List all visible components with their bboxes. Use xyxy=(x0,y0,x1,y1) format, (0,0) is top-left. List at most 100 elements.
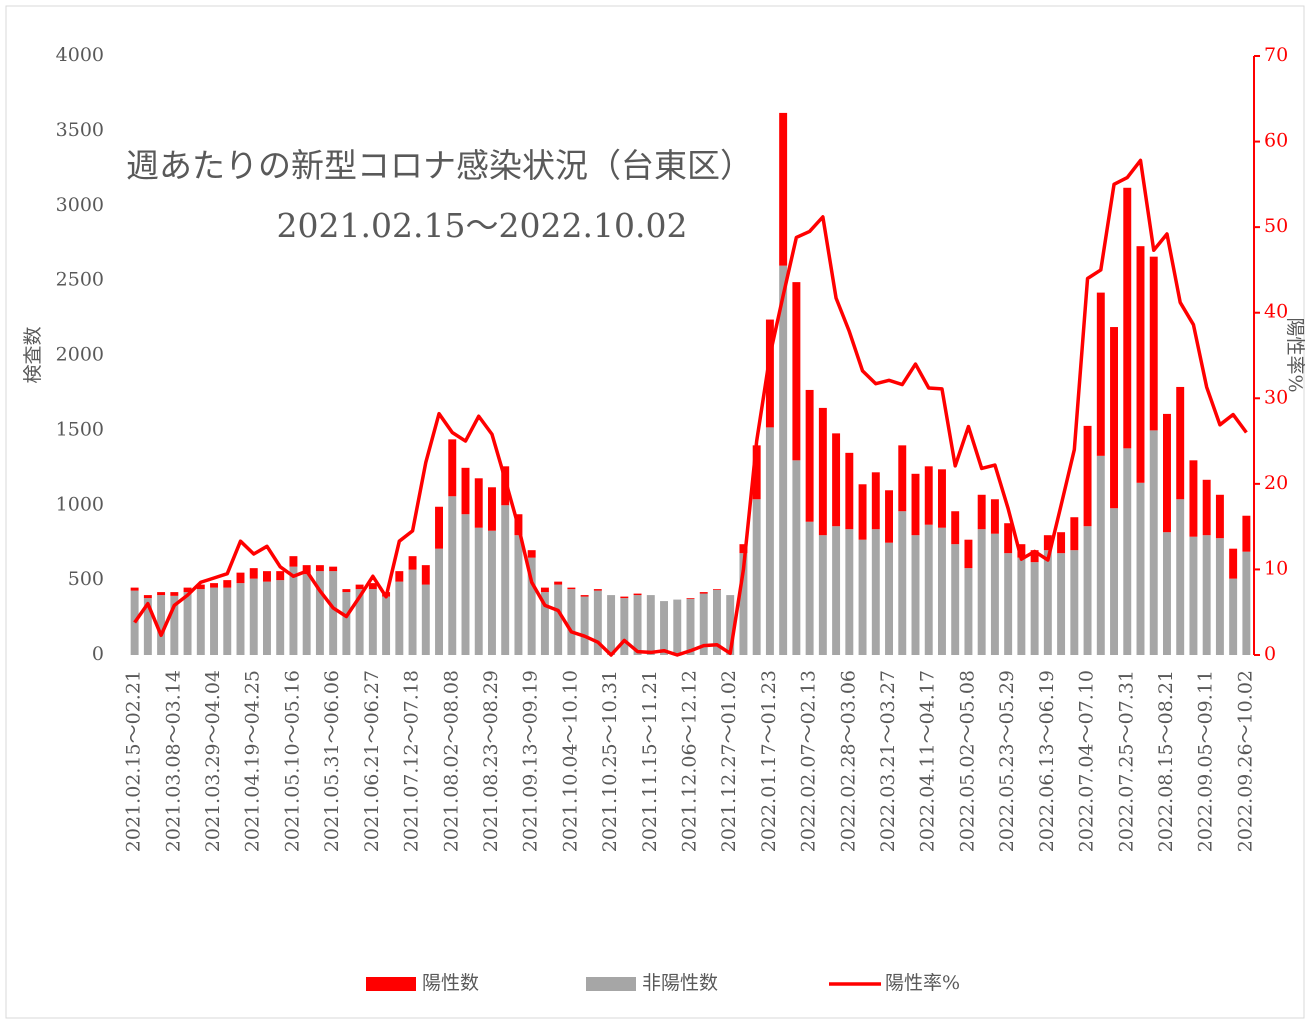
bar xyxy=(646,595,655,655)
bar xyxy=(461,514,470,655)
bar xyxy=(196,584,205,590)
bar xyxy=(964,568,973,655)
bar xyxy=(1096,455,1105,655)
bar xyxy=(474,527,483,655)
y2-axis-label: 陽性率% xyxy=(1284,317,1306,392)
legend-label: 陽性率% xyxy=(885,972,960,994)
bar xyxy=(554,584,563,655)
bar xyxy=(435,548,443,655)
bar xyxy=(342,592,351,655)
bar xyxy=(858,539,867,655)
bar xyxy=(554,581,563,585)
bar xyxy=(183,587,192,593)
bar xyxy=(898,445,907,512)
bar xyxy=(1176,386,1185,500)
bar xyxy=(1202,535,1211,655)
bar xyxy=(474,478,483,528)
y-tick-label: 3000 xyxy=(56,194,104,216)
bar xyxy=(765,427,774,655)
bar xyxy=(752,445,761,500)
bar xyxy=(1242,515,1251,552)
bar xyxy=(527,550,536,558)
y2-tick-label: 30 xyxy=(1264,386,1288,408)
bar xyxy=(540,587,549,593)
y2-tick-label: 20 xyxy=(1264,472,1288,494)
x-tick-label: 2021.03.08～03.14 xyxy=(162,670,184,852)
bar xyxy=(157,595,166,655)
bar xyxy=(1004,523,1013,554)
x-tick-label: 2021.07.12～07.18 xyxy=(401,670,423,852)
bar xyxy=(501,505,510,655)
bar xyxy=(713,589,721,590)
bar xyxy=(448,439,457,497)
bar xyxy=(540,592,549,655)
bar xyxy=(977,529,986,655)
bar xyxy=(1123,448,1132,655)
bar xyxy=(1149,430,1158,655)
bar xyxy=(739,544,748,554)
bar xyxy=(315,571,324,655)
bar xyxy=(1070,550,1079,655)
bar xyxy=(924,466,933,525)
bar xyxy=(1189,460,1198,537)
chart-title: 週あたりの新型コロナ感染状況（台東区） xyxy=(126,146,753,185)
bar xyxy=(170,595,179,655)
bar xyxy=(223,580,232,588)
legend-label: 非陽性数 xyxy=(642,972,718,994)
bar xyxy=(223,587,232,655)
y-tick-label: 3500 xyxy=(56,119,104,141)
bar xyxy=(315,565,324,572)
bar xyxy=(805,521,814,655)
bar xyxy=(249,578,258,655)
x-tick-label: 2021.12.27～01.02 xyxy=(718,670,740,852)
x-tick-label: 2022.09.05～09.11 xyxy=(1195,670,1217,852)
bar xyxy=(686,598,695,599)
bar xyxy=(752,499,761,655)
bar xyxy=(368,583,377,590)
bar xyxy=(448,496,457,655)
bar xyxy=(858,484,867,540)
x-tick-label: 2022.09.26～10.02 xyxy=(1234,670,1256,852)
bar xyxy=(660,601,668,655)
legend-swatch xyxy=(586,977,636,991)
bar xyxy=(382,596,391,655)
bar xyxy=(236,572,245,584)
bar xyxy=(832,526,841,655)
bar xyxy=(1229,548,1238,579)
bar xyxy=(1017,544,1026,558)
bar xyxy=(726,595,735,655)
bar xyxy=(765,319,774,428)
bar xyxy=(514,535,523,655)
x-tick-label: 2022.08.15～08.21 xyxy=(1155,670,1177,852)
bar xyxy=(488,487,496,531)
bar xyxy=(951,544,960,655)
bar xyxy=(713,589,721,655)
bar xyxy=(1242,551,1251,655)
bar xyxy=(302,574,311,655)
bar xyxy=(1110,508,1118,655)
bar xyxy=(130,587,139,591)
bar xyxy=(210,583,218,588)
bar xyxy=(1057,553,1066,655)
bar xyxy=(1030,550,1039,563)
bar xyxy=(263,581,271,655)
legend-swatch xyxy=(366,977,416,991)
bar xyxy=(289,566,298,655)
bar xyxy=(421,584,430,655)
legend-label: 陽性数 xyxy=(422,972,479,994)
bar xyxy=(792,282,801,461)
bar xyxy=(593,589,602,591)
bar xyxy=(488,530,496,655)
bar xyxy=(355,584,364,590)
x-tick-label: 2021.06.21～06.27 xyxy=(361,670,383,852)
bar xyxy=(990,533,999,655)
bar xyxy=(1229,578,1238,655)
bar xyxy=(1136,246,1145,483)
bar xyxy=(249,568,258,579)
bar xyxy=(620,598,629,655)
y2-tick-label: 50 xyxy=(1264,215,1288,237)
bar xyxy=(527,557,536,655)
bar xyxy=(210,587,218,655)
bar xyxy=(567,587,576,590)
